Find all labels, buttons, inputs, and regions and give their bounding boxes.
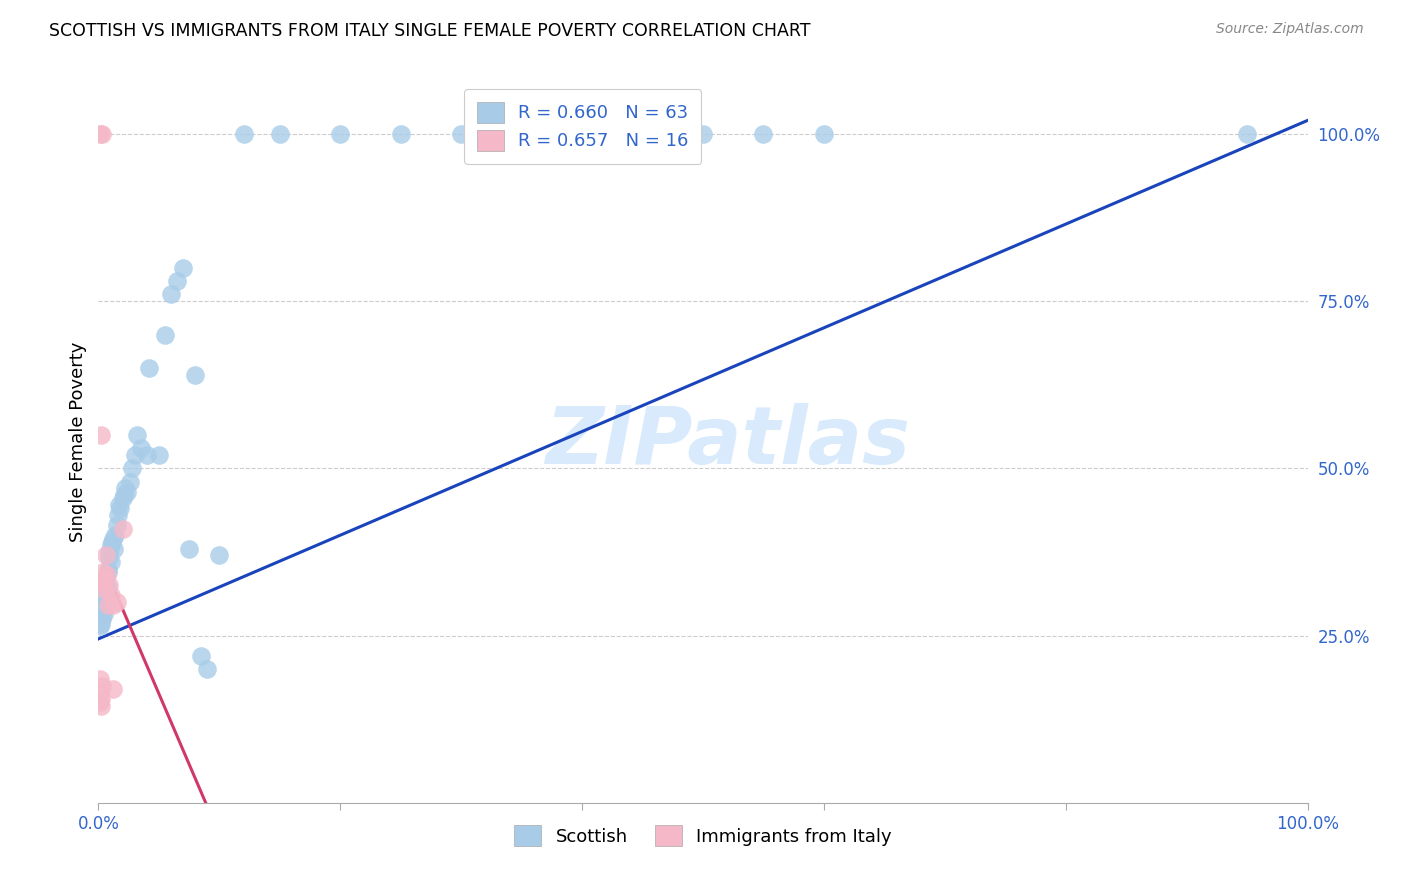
Text: SCOTTISH VS IMMIGRANTS FROM ITALY SINGLE FEMALE POVERTY CORRELATION CHART: SCOTTISH VS IMMIGRANTS FROM ITALY SINGLE… — [49, 22, 811, 40]
Point — [91, 605, 114, 619]
Point — [117, 484, 139, 499]
Point — [98, 549, 121, 564]
Point — [93, 595, 115, 609]
Point — [166, 274, 188, 288]
Point — [101, 681, 124, 696]
Point — [103, 541, 125, 556]
Point — [89, 618, 111, 632]
Point — [93, 607, 115, 622]
Point — [329, 127, 352, 141]
Point — [91, 575, 114, 590]
Point — [97, 599, 120, 613]
Point — [571, 127, 593, 141]
Point — [100, 534, 122, 549]
Point — [179, 541, 201, 556]
Point — [118, 475, 141, 489]
Point — [232, 127, 254, 141]
Point — [90, 616, 112, 631]
Point — [105, 518, 128, 533]
Point — [89, 685, 111, 699]
Point — [124, 448, 146, 462]
Point — [135, 448, 157, 462]
Point — [104, 528, 127, 542]
Point — [101, 599, 124, 613]
Point — [91, 600, 114, 615]
Point — [94, 590, 117, 604]
Point — [91, 572, 114, 586]
Point — [127, 427, 149, 442]
Point — [389, 127, 412, 141]
Point — [90, 692, 112, 706]
Point — [190, 648, 212, 663]
Point — [105, 595, 128, 609]
Point — [90, 612, 112, 626]
Point — [172, 260, 194, 275]
Point — [93, 582, 115, 596]
Point — [97, 565, 120, 579]
Point — [89, 615, 111, 630]
Point — [91, 127, 114, 141]
Point — [129, 442, 152, 455]
Point — [112, 488, 135, 502]
Point — [450, 127, 472, 141]
Point — [111, 491, 134, 506]
Point — [111, 521, 134, 535]
Legend: Scottish, Immigrants from Italy: Scottish, Immigrants from Italy — [502, 813, 904, 859]
Point — [98, 545, 121, 559]
Point — [91, 612, 114, 626]
Point — [108, 501, 131, 516]
Point — [96, 568, 118, 582]
Point — [97, 563, 120, 577]
Point — [107, 508, 129, 523]
Point — [100, 589, 122, 603]
Point — [752, 127, 775, 141]
Point — [96, 578, 118, 592]
Point — [91, 603, 114, 617]
Point — [100, 555, 122, 569]
Point — [631, 127, 654, 141]
Point — [101, 532, 124, 546]
Point — [121, 461, 143, 475]
Point — [90, 427, 112, 442]
Point — [98, 578, 121, 592]
Point — [184, 368, 207, 382]
Point — [89, 696, 111, 710]
Point — [91, 565, 114, 579]
Point — [114, 482, 136, 496]
Point — [160, 287, 183, 301]
Point — [96, 582, 118, 596]
Point — [89, 672, 111, 686]
Text: ZIPatlas: ZIPatlas — [544, 402, 910, 481]
Point — [269, 127, 291, 141]
Point — [94, 548, 117, 563]
Point — [91, 679, 114, 693]
Point — [89, 127, 111, 141]
Point — [91, 608, 114, 623]
Point — [138, 361, 160, 376]
Point — [148, 448, 170, 462]
Point — [108, 498, 131, 512]
Y-axis label: Single Female Poverty: Single Female Poverty — [69, 342, 87, 541]
Point — [813, 127, 835, 141]
Point — [90, 698, 112, 713]
Point — [195, 662, 218, 676]
Point — [692, 127, 714, 141]
Point — [1236, 127, 1258, 141]
Point — [100, 538, 122, 552]
Text: Source: ZipAtlas.com: Source: ZipAtlas.com — [1216, 22, 1364, 37]
Point — [208, 548, 231, 563]
Point — [547, 127, 569, 141]
Point — [93, 599, 115, 613]
Point — [94, 585, 117, 599]
Point — [153, 327, 176, 342]
